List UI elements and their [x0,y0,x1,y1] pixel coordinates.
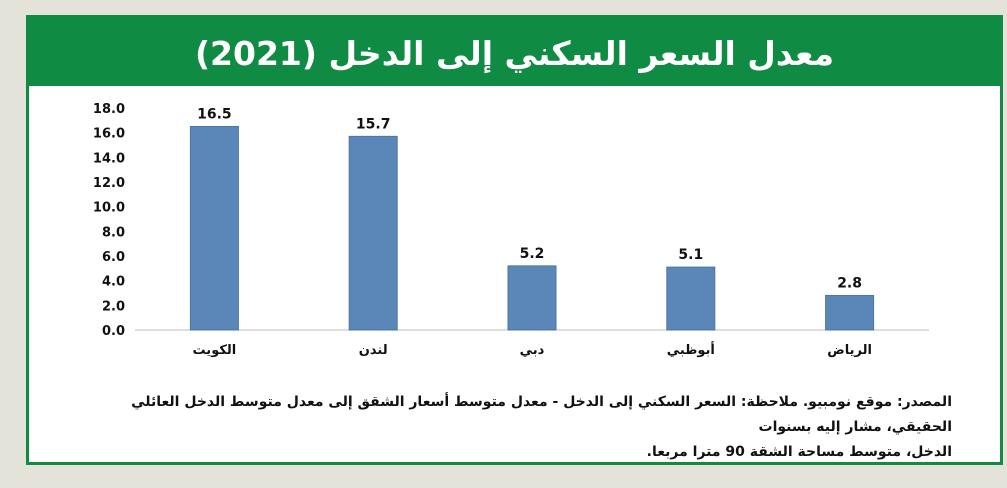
bar [666,266,716,331]
category-label: لندن [359,343,388,358]
category-label: الرياض [827,343,872,358]
y-tick-label: 12.0 [93,176,125,191]
y-tick-label: 8.0 [102,225,125,240]
y-tick-label: 14.0 [93,151,125,166]
source-note-line-1: المصدر: موقع نومبيو. ملاحظة: السعر السكن… [131,394,952,435]
category-label: الكويت [193,343,237,358]
bar-data-label: 16.5 [197,107,232,123]
category-label: أبوظبي [667,341,715,358]
y-tick-label: 10.0 [93,201,125,216]
source-note-line-2: الدخل، متوسط مساحة الشقة 90 مترا مربعا. [646,444,952,460]
source-note: المصدر: موقع نومبيو. ملاحظة: السعر السكن… [79,390,952,465]
y-tick-label: 6.0 [102,250,125,265]
bar-data-label: 5.2 [520,246,545,262]
bar-chart: 0.0 2.0 4.0 6.0 8.0 10.0 12.0 14.0 16.0 18.0 16.5 ا… [93,102,929,358]
y-tick-label: 4.0 [102,275,125,290]
chart-title: معدل السعر السكني إلى الدخل (2021) [194,33,835,73]
chart-title-bar: معدل السعر السكني إلى الدخل (2021) [29,18,1000,86]
y-tick-label: 16.0 [93,127,125,142]
category-label: دبي [520,343,545,358]
bar-data-label: 2.8 [837,275,862,291]
bar [189,126,239,331]
bar [348,135,398,331]
bar [825,294,875,331]
chart-frame: معدل السعر السكني إلى الدخل (2021) 0.0 2.… [26,15,1003,465]
y-tick-label: 18.0 [93,102,125,117]
bar-data-label: 5.1 [678,247,703,263]
y-tick-label: 2.0 [102,299,125,314]
bar-data-label: 15.7 [356,116,391,132]
bar [507,265,557,331]
y-tick-label: 0.0 [102,324,125,339]
